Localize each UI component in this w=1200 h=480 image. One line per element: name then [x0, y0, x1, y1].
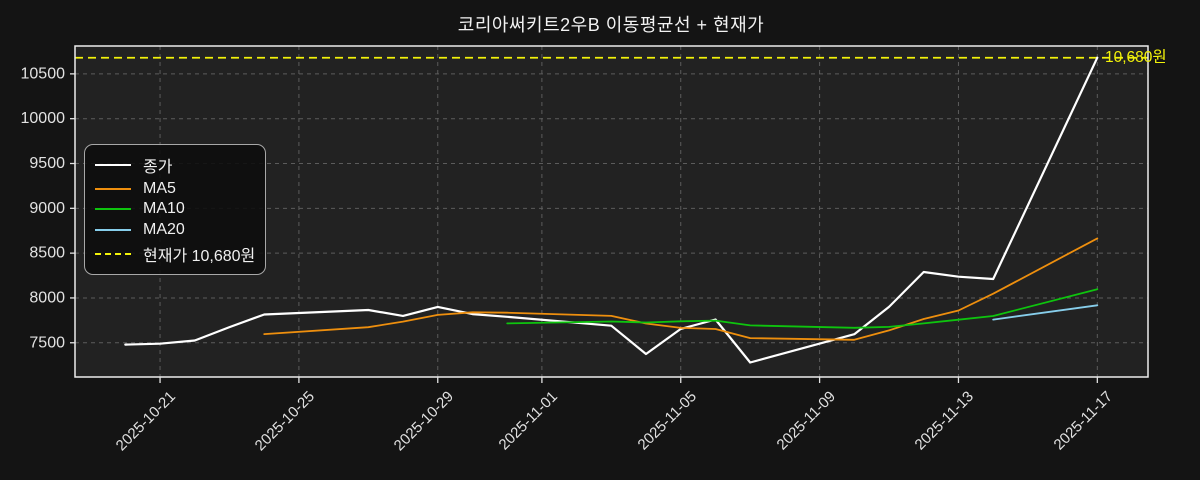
chart-title: 코리아써키트2우B 이동평균선 + 현재가 [457, 15, 765, 35]
y-tick-label: 10000 [21, 110, 66, 127]
legend-item-close: 종가 [95, 153, 255, 177]
y-tick-label: 8500 [29, 245, 65, 262]
legend-item-ma10: MA10 [95, 200, 255, 218]
legend-label-ma20: MA20 [143, 221, 185, 239]
y-tick-label: 9000 [29, 200, 65, 217]
close-line [124, 56, 1099, 364]
ma10-line [506, 288, 1099, 329]
legend-item-ma20: MA20 [95, 221, 255, 239]
current-price-label: 10,680원 [1105, 48, 1167, 66]
ma5-line [263, 237, 1099, 341]
y-tick-label: 8000 [29, 289, 65, 306]
close-line-sample [95, 164, 131, 167]
ma10-line-sample [95, 208, 131, 211]
y-tick-label: 7500 [29, 334, 65, 351]
ma5-line-sample [95, 187, 131, 190]
legend-label-current-price: 현재가 10,680원 [143, 247, 256, 265]
current-price-line-sample [95, 252, 131, 255]
legend-item-ma5: MA5 [95, 180, 255, 198]
ma20-line [992, 304, 1099, 321]
legend-label-ma10: MA10 [143, 200, 185, 218]
legend-item-current-price: 현재가 10,680원 [95, 242, 255, 266]
legend-box: 종가 MA5 MA10 MA20 현재가 10,680원 [84, 144, 266, 275]
y-tick-label: 10500 [21, 65, 66, 82]
legend-label-ma5: MA5 [143, 179, 176, 197]
ma20-line-sample [95, 229, 131, 232]
y-tick-label: 9500 [29, 155, 65, 172]
legend-label-close: 종가 [143, 159, 173, 177]
plot-border [74, 45, 1149, 378]
